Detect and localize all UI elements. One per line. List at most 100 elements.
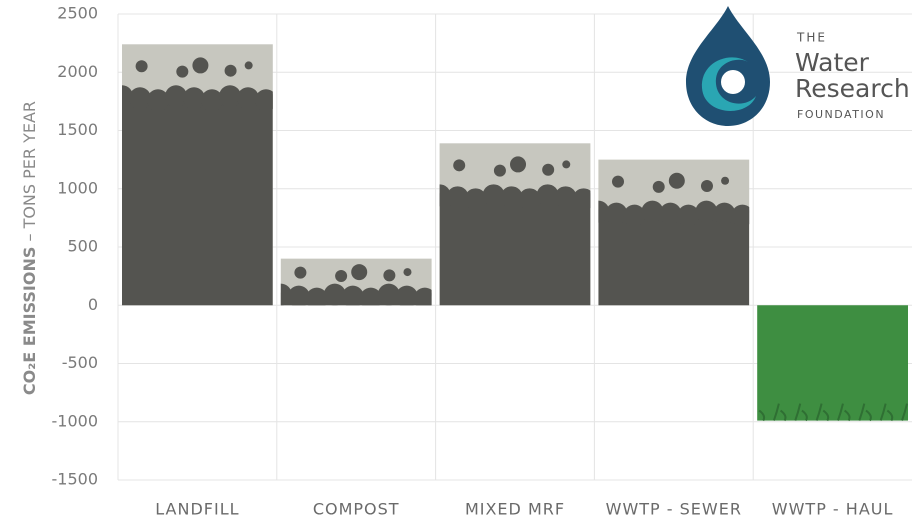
- y-tick-label: 0: [88, 295, 98, 314]
- bar-soil-bump: [554, 186, 577, 209]
- bar-decoration: [439, 156, 591, 306]
- y-tick-label: 2500: [57, 4, 98, 23]
- bar-stone: [453, 159, 466, 172]
- logo-text: Water: [795, 48, 870, 77]
- bar-soil: [598, 209, 750, 306]
- bar-soil-bump: [395, 285, 418, 306]
- bar-soil-bump: [323, 283, 346, 306]
- bar-soil-bump: [446, 186, 469, 209]
- x-tick-label: WWTP - SEWER: [606, 500, 742, 519]
- bar-soil-bump: [359, 287, 382, 306]
- bar-grass: [879, 403, 887, 421]
- bar: [757, 305, 908, 421]
- bar-soil-bump: [605, 202, 628, 225]
- bar-stone: [612, 175, 625, 188]
- bar-stone: [335, 269, 348, 282]
- y-tick-label: -1500: [52, 470, 99, 489]
- y-axis-title-main: CO₂E EMISSIONS: [20, 247, 39, 395]
- bar-soil-bump: [536, 184, 559, 207]
- bar-soil-bump: [341, 285, 364, 306]
- bar-soil-bump: [695, 200, 718, 223]
- bar-soil-bump: [677, 204, 700, 227]
- bar-soil-bump: [518, 188, 541, 211]
- bar-stone: [135, 60, 148, 73]
- bar-stone: [510, 156, 527, 173]
- bar-stone: [652, 180, 665, 193]
- bar-grass: [779, 409, 787, 422]
- logo-text: THE: [796, 31, 827, 45]
- bar-stone: [562, 160, 571, 169]
- bar-soil-bump: [147, 89, 169, 112]
- x-tick-label: LANDFILL: [155, 500, 239, 519]
- y-tick-label: 2000: [57, 62, 98, 81]
- bar-decoration: [280, 264, 432, 306]
- bar-soil-bump: [731, 204, 750, 227]
- y-axis-title-unit: – TONS PER YEAR: [20, 101, 39, 242]
- bar-soil-bump: [377, 283, 400, 306]
- x-tick-label: COMPOST: [313, 500, 400, 519]
- bar-stone: [244, 61, 253, 70]
- y-tick-label: -1000: [52, 411, 99, 430]
- bar-stone: [668, 172, 685, 189]
- bar-stone: [294, 266, 307, 279]
- bar-stone: [176, 65, 189, 78]
- bar-grass: [886, 409, 894, 422]
- bar-grass: [758, 409, 766, 422]
- bar-stone: [224, 64, 237, 77]
- bar-soil-bump: [255, 89, 273, 112]
- bar-grass: [901, 403, 908, 421]
- bar-soil-bump: [219, 85, 241, 108]
- bar-stone: [383, 269, 396, 282]
- y-axis-title: CO₂E EMISSIONS – TONS PER YEAR: [20, 101, 39, 395]
- bar-soil-bump: [413, 287, 432, 306]
- bar-grass: [836, 403, 844, 421]
- bar-stone: [351, 264, 368, 281]
- bar-soil-bump: [713, 202, 736, 225]
- bar-decoration: [598, 172, 750, 306]
- bar-soil-bump: [165, 85, 187, 108]
- bar-grass: [772, 403, 780, 421]
- bar-grass: [822, 409, 830, 422]
- bar-stone: [721, 176, 730, 185]
- bar-soil-bump: [201, 89, 223, 112]
- bar-soil-bump: [659, 202, 682, 225]
- bar-stone: [192, 57, 209, 74]
- bar-soil-bump: [287, 285, 310, 306]
- y-axis-title-text: CO₂E EMISSIONS – TONS PER YEAR: [20, 101, 39, 395]
- y-tick-label: 1500: [57, 120, 98, 139]
- bar-stone: [403, 268, 412, 277]
- bar-soil-bump: [572, 188, 591, 211]
- bar-soil: [122, 94, 273, 306]
- logo-center: [721, 70, 745, 94]
- bar-soil-bump: [129, 87, 151, 110]
- bar-soil-bump: [183, 87, 205, 110]
- bar-grass: [801, 409, 808, 422]
- logo-swirl: [701, 57, 756, 111]
- bar-grass: [858, 403, 866, 421]
- y-tick-label: -500: [62, 353, 98, 372]
- bar-stone: [542, 163, 555, 176]
- bar-grass: [794, 403, 802, 421]
- bar-soil-bump: [500, 186, 523, 209]
- logo-text: FOUNDATION: [797, 108, 885, 121]
- bar-soil-bump: [623, 204, 646, 227]
- bar-grass: [844, 409, 851, 422]
- bar-decoration: [122, 57, 273, 306]
- bar-soil-bump: [305, 287, 328, 306]
- bar-soil-bump: [482, 184, 505, 207]
- bar-stone: [700, 180, 713, 193]
- bar-soil-bump: [237, 87, 259, 110]
- x-tick-label: MIXED MRF: [465, 500, 565, 519]
- y-tick-label: 1000: [57, 178, 98, 197]
- y-tick-label: 500: [67, 237, 98, 256]
- bar-grass: [865, 409, 872, 422]
- x-tick-label: WWTP - HAUL: [772, 500, 894, 519]
- logo-text: Research: [795, 74, 910, 103]
- bar-stone: [493, 164, 506, 177]
- bar-soil-bump: [641, 200, 664, 223]
- logo: THE Water Research FOUNDATION: [686, 6, 910, 126]
- bar-soil: [439, 193, 591, 306]
- bar-soil-bump: [464, 188, 487, 211]
- bar-grass: [815, 403, 823, 421]
